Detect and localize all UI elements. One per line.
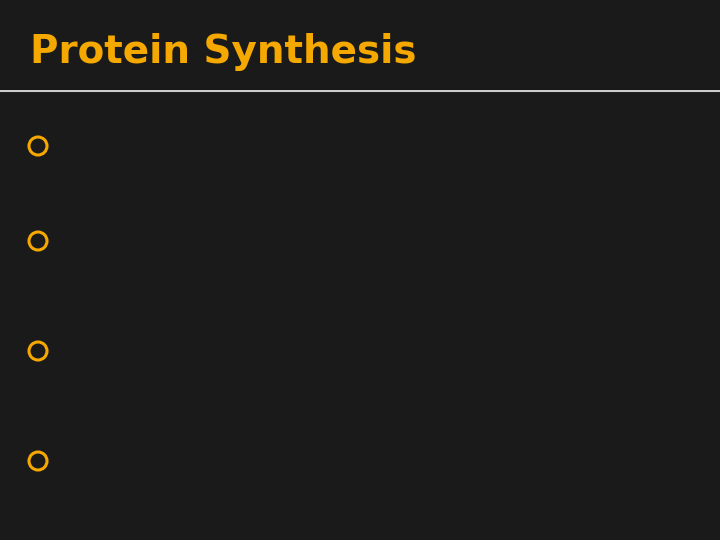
Text: Step 2: Unimportant parts of mRNA (introns): Step 2: Unimportant parts of mRNA (intro… <box>65 227 685 255</box>
Text: get taken out of mRNA: get taken out of mRNA <box>83 259 426 287</box>
Text: the ribosomes: the ribosomes <box>83 369 307 397</box>
Text: Step 3: mRNA leaves the nucleus and goes to: Step 3: mRNA leaves the nucleus and goes… <box>65 337 701 365</box>
Text: Step 4: Ribosomes read the mRNA and hook: Step 4: Ribosomes read the mRNA and hook <box>65 447 683 475</box>
Text: Protein Synthesis: Protein Synthesis <box>30 33 416 71</box>
Text: on the correct amino acid: on the correct amino acid <box>83 479 467 507</box>
Text: Step 1: Transcription-Copy DNA into mRNA: Step 1: Transcription-Copy DNA into mRNA <box>65 132 659 160</box>
